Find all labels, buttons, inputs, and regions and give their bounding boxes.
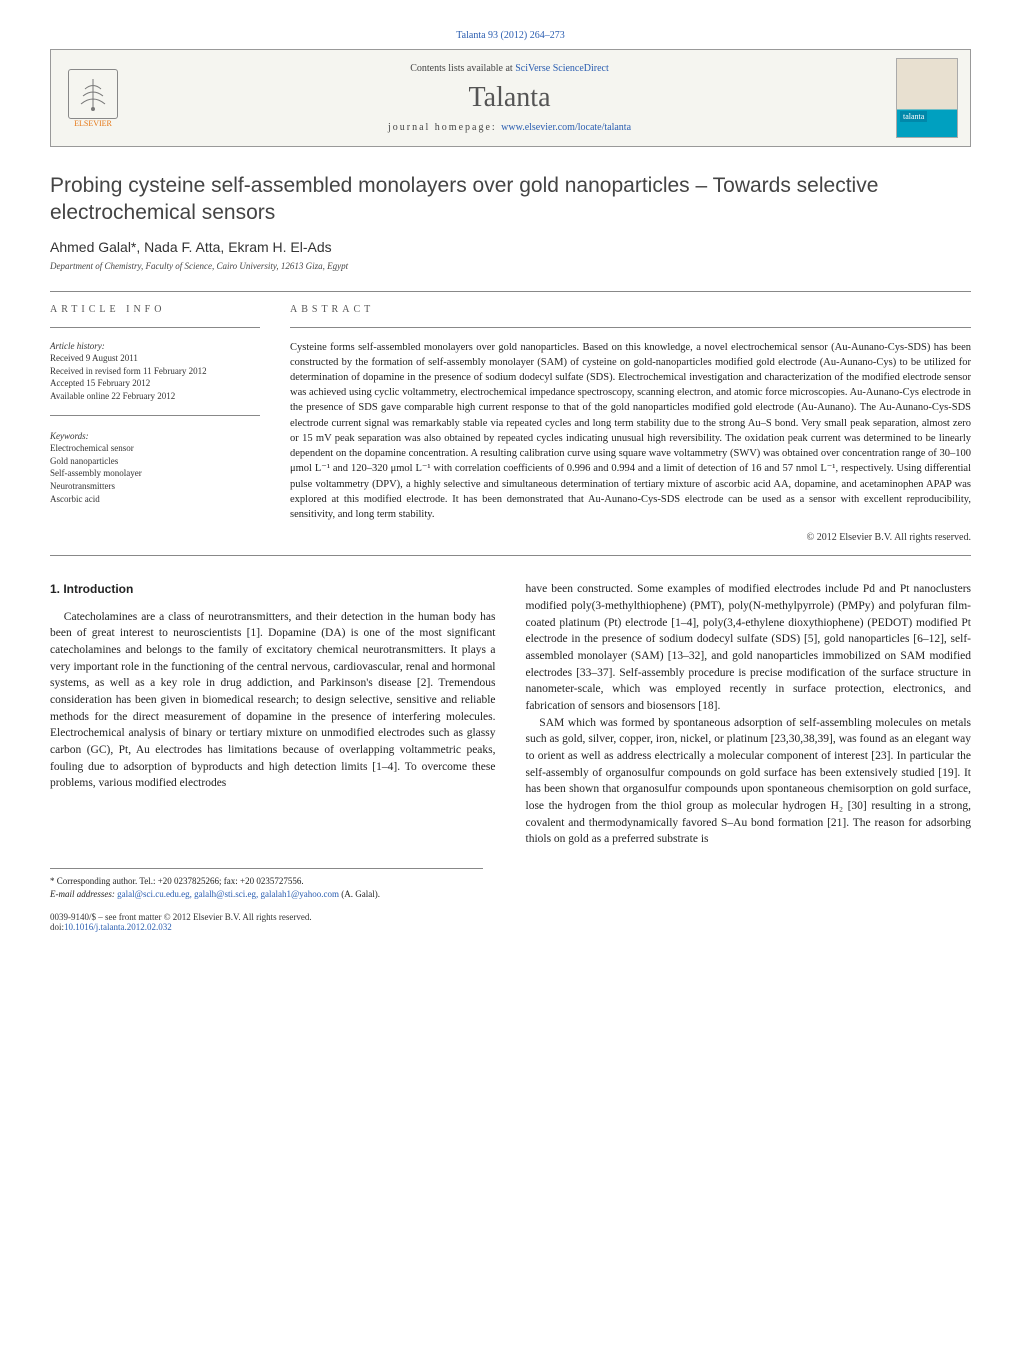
- intro-heading: 1. Introduction: [50, 581, 496, 598]
- keyword: Neurotransmitters: [50, 481, 115, 491]
- history-received: Received 9 August 2011: [50, 353, 138, 363]
- article-history: Article history: Received 9 August 2011 …: [50, 340, 260, 403]
- keyword: Self-assembly monolayer: [50, 468, 142, 478]
- email-link[interactable]: galal@sci.cu.edu.eg, galalh@sti.sci.eg, …: [117, 889, 339, 899]
- homepage-line: journal homepage: www.elsevier.com/locat…: [123, 122, 896, 133]
- abstract-label: ABSTRACT: [290, 304, 971, 315]
- meta-row: ARTICLE INFO Article history: Received 9…: [50, 304, 971, 544]
- email-line: E-mail addresses: galal@sci.cu.edu.eg, g…: [50, 888, 483, 901]
- journal-cover-thumbnail: talanta: [896, 58, 958, 138]
- history-accepted: Accepted 15 February 2012: [50, 378, 150, 388]
- article-title: Probing cysteine self-assembled monolaye…: [50, 172, 971, 227]
- footnotes: * Corresponding author. Tel.: +20 023782…: [50, 868, 483, 900]
- divider: [290, 327, 971, 328]
- publisher-logo: ELSEVIER: [63, 63, 123, 133]
- keyword: Gold nanoparticles: [50, 456, 118, 466]
- history-revised: Received in revised form 11 February 201…: [50, 366, 207, 376]
- doi-line: doi:10.1016/j.talanta.2012.02.032: [50, 922, 971, 932]
- issn-line: 0039-9140/$ – see front matter © 2012 El…: [50, 912, 971, 922]
- article-info-column: ARTICLE INFO Article history: Received 9…: [50, 304, 260, 544]
- left-column: 1. Introduction Catecholamines are a cla…: [50, 581, 496, 848]
- abstract-column: ABSTRACT Cysteine forms self-assembled m…: [290, 304, 971, 544]
- contents-available: Contents lists available at SciVerse Sci…: [123, 63, 896, 74]
- cover-label: talanta: [900, 111, 927, 122]
- keywords-heading: Keywords:: [50, 431, 89, 441]
- corresponding-author: * Corresponding author. Tel.: +20 023782…: [50, 875, 483, 888]
- abstract-text: Cysteine forms self-assembled monolayers…: [290, 340, 971, 523]
- keyword: Electrochemical sensor: [50, 443, 134, 453]
- intro-paragraph-2a: have been constructed. Some examples of …: [526, 581, 972, 714]
- divider: [50, 327, 260, 328]
- citation-header: Talanta 93 (2012) 264–273: [50, 30, 971, 41]
- doi-link[interactable]: 10.1016/j.talanta.2012.02.032: [64, 922, 172, 932]
- sciencedirect-link[interactable]: SciVerse ScienceDirect: [515, 63, 609, 74]
- history-heading: Article history:: [50, 341, 105, 351]
- right-column: have been constructed. Some examples of …: [526, 581, 972, 848]
- divider: [50, 291, 971, 292]
- history-online: Available online 22 February 2012: [50, 391, 175, 401]
- homepage-link[interactable]: www.elsevier.com/locate/talanta: [501, 122, 631, 133]
- header-center: Contents lists available at SciVerse Sci…: [123, 63, 896, 133]
- intro-paragraph-1: Catecholamines are a class of neurotrans…: [50, 609, 496, 792]
- copyright: © 2012 Elsevier B.V. All rights reserved…: [290, 532, 971, 543]
- intro-paragraph-2b: SAM which was formed by spontaneous adso…: [526, 715, 972, 848]
- publisher-name: ELSEVIER: [74, 119, 112, 128]
- divider: [50, 555, 971, 556]
- keywords-block: Keywords: Electrochemical sensor Gold na…: [50, 430, 260, 506]
- elsevier-tree-icon: [68, 69, 118, 119]
- bottom-meta: 0039-9140/$ – see front matter © 2012 El…: [50, 912, 971, 932]
- journal-header-box: ELSEVIER Contents lists available at Sci…: [50, 49, 971, 147]
- body-columns: 1. Introduction Catecholamines are a cla…: [50, 581, 971, 848]
- article-info-label: ARTICLE INFO: [50, 304, 260, 315]
- affiliation: Department of Chemistry, Faculty of Scie…: [50, 261, 971, 271]
- keyword: Ascorbic acid: [50, 494, 100, 504]
- author-list: Ahmed Galal*, Nada F. Atta, Ekram H. El-…: [50, 239, 971, 255]
- divider: [50, 415, 260, 416]
- journal-title: Talanta: [123, 82, 896, 114]
